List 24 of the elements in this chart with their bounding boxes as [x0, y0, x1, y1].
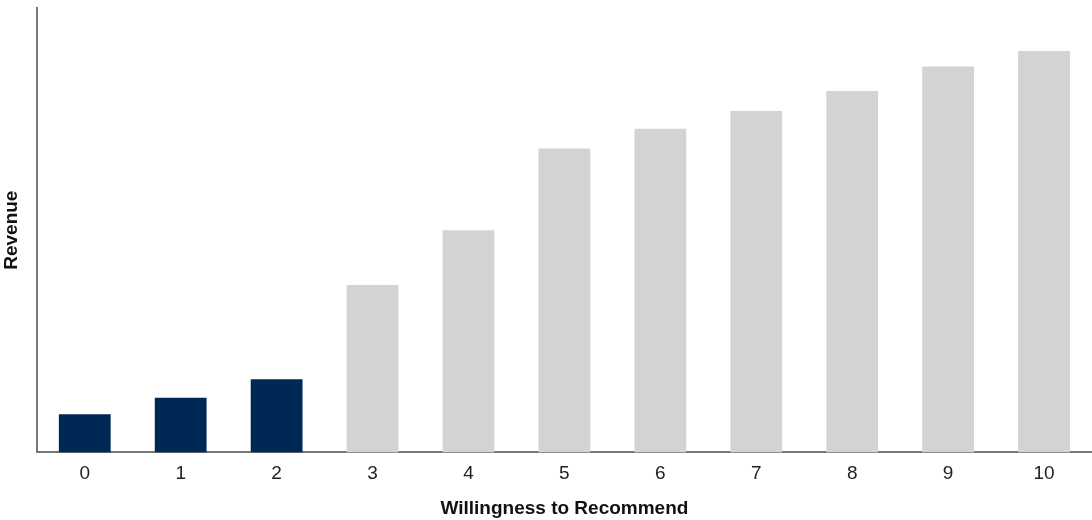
bar	[154, 397, 207, 453]
bar	[634, 128, 687, 453]
x-axis-title: Willingness to Recommend	[440, 496, 689, 518]
x-tick-label: 5	[559, 462, 570, 484]
x-tick-label: 0	[79, 462, 91, 484]
x-tick-label: 9	[942, 462, 954, 484]
x-tick-label: 10	[1033, 462, 1055, 484]
x-tick-label: 7	[750, 462, 762, 484]
x-tick-label: 8	[846, 462, 858, 484]
bar	[538, 148, 591, 453]
bar	[58, 414, 111, 453]
bar	[346, 284, 399, 453]
bar	[1018, 50, 1070, 453]
bar	[922, 66, 975, 453]
x-tick-label: 4	[463, 462, 475, 484]
y-axis-title: Revenue	[0, 190, 21, 270]
x-tick-label: 6	[655, 462, 666, 484]
x-tick-label: 1	[175, 462, 186, 484]
x-tick-label: 2	[271, 462, 282, 484]
bar	[250, 379, 303, 453]
bar	[826, 91, 879, 453]
bar	[730, 111, 783, 453]
x-tick-label: 3	[367, 462, 378, 484]
bar	[442, 230, 495, 453]
